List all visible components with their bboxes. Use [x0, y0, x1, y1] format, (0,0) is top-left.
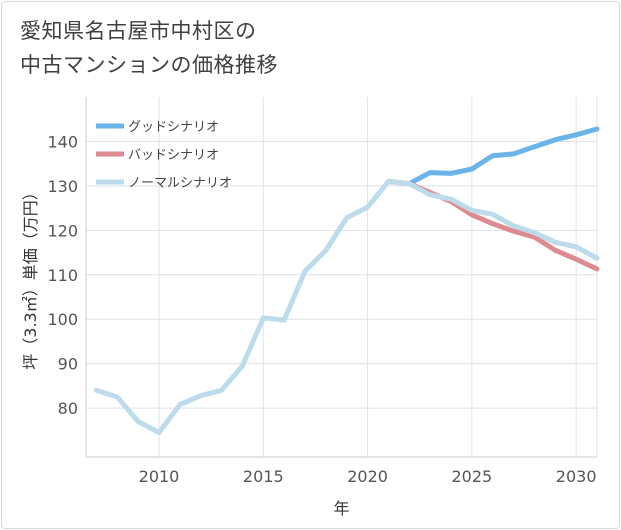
series-line-normal	[93, 178, 600, 436]
x-axis-label: 年	[333, 499, 349, 518]
y-axis-label: 坪（3.3㎡）単価（万円）	[21, 184, 40, 369]
y-axis-ticks: 80 90 100 110 120 130 140	[47, 132, 78, 418]
x-tick-label: 2010	[139, 467, 180, 486]
chart-title-line2: 中古マンションの価格推移	[20, 53, 278, 77]
legend-label-bad: バッドシナリオ	[128, 148, 219, 163]
series-line-good	[385, 126, 600, 187]
y-tick-label: 100	[47, 310, 78, 329]
y-tick-label: 110	[47, 266, 78, 285]
y-tick-label: 140	[47, 132, 78, 151]
plot-area	[85, 97, 598, 458]
legend-label-good: グッドシナリオ	[128, 120, 219, 135]
y-tick-label: 120	[47, 221, 78, 240]
x-tick-label: 2025	[451, 467, 492, 486]
y-tick-label: 130	[47, 177, 78, 196]
y-tick-label: 80	[58, 399, 78, 418]
y-tick-label: 90	[58, 355, 78, 374]
x-tick-label: 2015	[243, 467, 284, 486]
series-line-bad	[385, 178, 600, 272]
x-tick-label: 2020	[347, 467, 388, 486]
legend-label-normal: ノーマルシナリオ	[128, 176, 232, 191]
x-tick-label: 2030	[556, 467, 597, 486]
chart-title: 愛知県名古屋市中村区の 中古マンションの価格推移	[20, 14, 278, 82]
chart-grid	[86, 97, 597, 457]
x-axis-ticks: 2010 2015 2020 2025 2030	[139, 467, 597, 486]
series-lines	[93, 126, 600, 436]
chart-title-line1: 愛知県名古屋市中村区の	[20, 19, 257, 43]
